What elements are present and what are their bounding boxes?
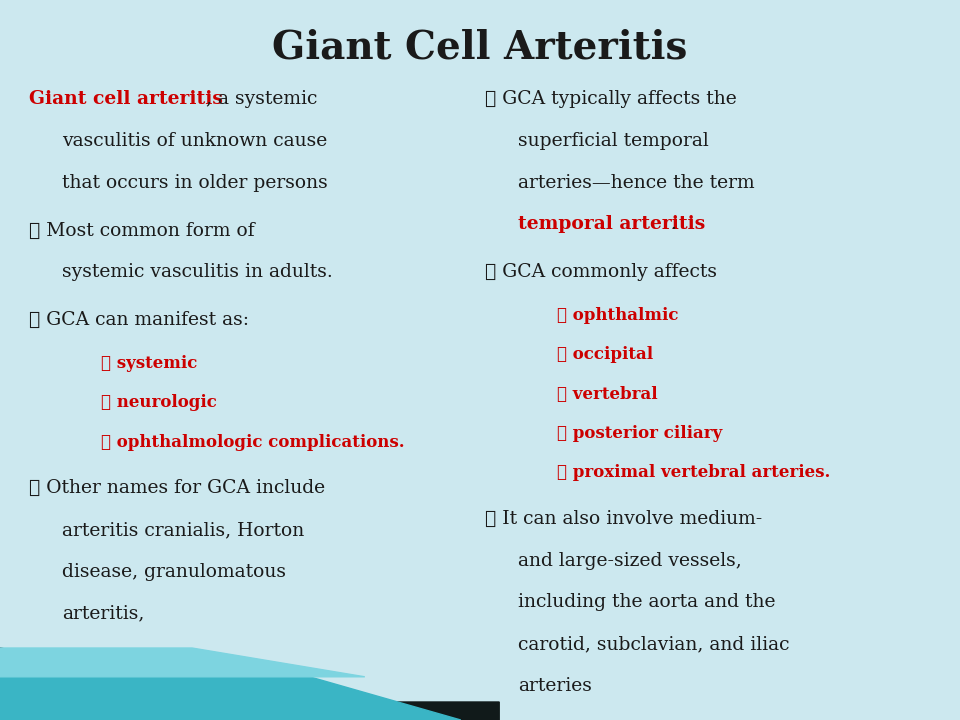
Polygon shape xyxy=(0,662,461,720)
Polygon shape xyxy=(0,648,499,720)
Text: arteritis,: arteritis, xyxy=(62,605,145,623)
Text: and large-sized vessels,: and large-sized vessels, xyxy=(518,552,742,570)
Text: ❖ neurologic: ❖ neurologic xyxy=(101,395,217,412)
Text: , a systemic: , a systemic xyxy=(206,90,318,108)
Text: disease, granulomatous: disease, granulomatous xyxy=(62,563,286,581)
Text: ❖ Other names for GCA include: ❖ Other names for GCA include xyxy=(29,480,324,498)
Text: superficial temporal: superficial temporal xyxy=(518,132,709,150)
Text: ❖ ophthalmologic complications.: ❖ ophthalmologic complications. xyxy=(101,433,404,451)
Text: carotid, subclavian, and iliac: carotid, subclavian, and iliac xyxy=(518,635,790,653)
Text: temporal arteritis: temporal arteritis xyxy=(518,215,706,233)
Text: Giant cell arteritis: Giant cell arteritis xyxy=(29,90,223,108)
Text: ❖ It can also involve medium-: ❖ It can also involve medium- xyxy=(485,510,762,528)
Text: .: . xyxy=(670,215,676,233)
Text: ❖ proximal vertebral arteries.: ❖ proximal vertebral arteries. xyxy=(557,464,830,482)
Text: ❖ GCA commonly affects: ❖ GCA commonly affects xyxy=(485,264,717,282)
Text: arteritis cranialis, Horton: arteritis cranialis, Horton xyxy=(62,521,304,539)
Text: ❖ Most common form of: ❖ Most common form of xyxy=(29,222,254,240)
Text: Giant Cell Arteritis: Giant Cell Arteritis xyxy=(273,29,687,67)
Polygon shape xyxy=(0,648,365,677)
Text: arteries: arteries xyxy=(518,677,592,695)
Text: ❖ posterior ciliary: ❖ posterior ciliary xyxy=(557,425,722,442)
Text: ❖ GCA can manifest as:: ❖ GCA can manifest as: xyxy=(29,311,249,329)
Text: ❖ vertebral: ❖ vertebral xyxy=(557,386,658,402)
Text: ❖ systemic: ❖ systemic xyxy=(101,355,197,372)
Text: that occurs in older persons: that occurs in older persons xyxy=(62,174,328,192)
Text: ❖ occipital: ❖ occipital xyxy=(557,346,653,364)
Text: ❖ ophthalmic: ❖ ophthalmic xyxy=(557,307,679,324)
Text: arteries—hence the term: arteries—hence the term xyxy=(518,174,755,192)
Text: including the aorta and the: including the aorta and the xyxy=(518,593,776,611)
Text: ❖ GCA typically affects the: ❖ GCA typically affects the xyxy=(485,90,736,108)
Text: systemic vasculitis in adults.: systemic vasculitis in adults. xyxy=(62,264,333,282)
Text: vasculitis of unknown cause: vasculitis of unknown cause xyxy=(62,132,327,150)
